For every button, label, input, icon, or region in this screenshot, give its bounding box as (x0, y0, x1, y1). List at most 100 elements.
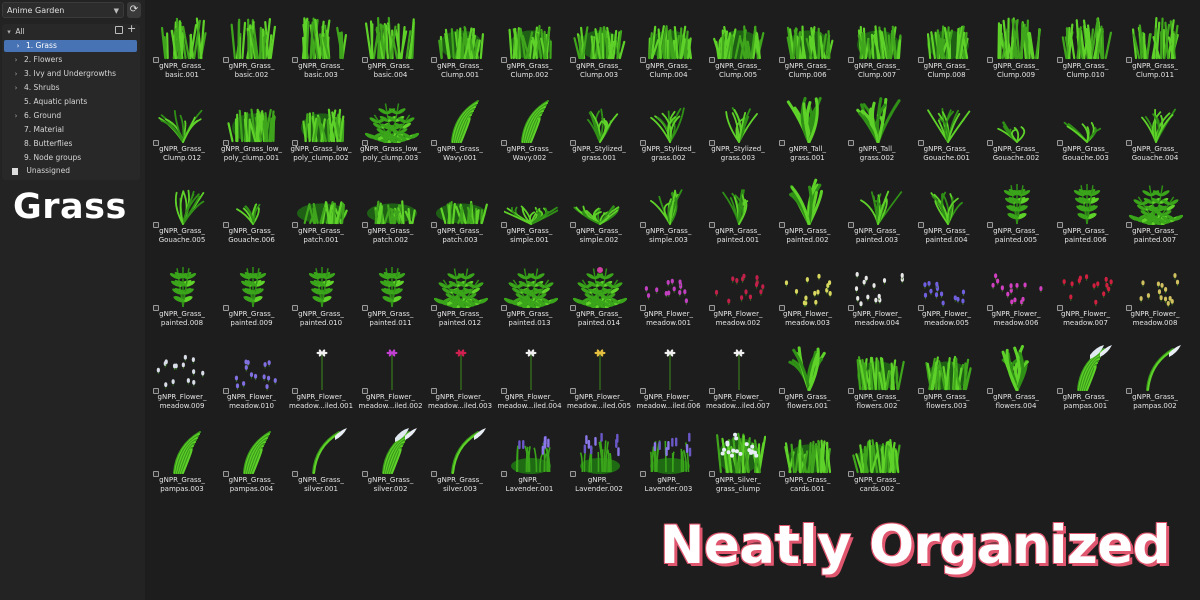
asset-thumbnail[interactable] (1060, 177, 1114, 225)
asset-tile[interactable]: gNPR_Grass_ flowers.002 (843, 337, 911, 419)
asset-tile[interactable]: gNPR_Grass_ Clump.012 (148, 89, 216, 171)
catalog-unassigned[interactable]: Unassigned (2, 165, 140, 177)
asset-tile[interactable]: gNPR_Grass_ painted.014 (565, 254, 633, 336)
asset-tile[interactable]: gNPR_ Lavender.003 (635, 420, 703, 502)
asset-thumbnail[interactable] (156, 95, 210, 143)
asset-tile[interactable]: gNPR_Grass_ painted.013 (496, 254, 564, 336)
asset-select-checkbox[interactable] (292, 387, 298, 394)
asset-select-checkbox[interactable] (778, 139, 785, 146)
asset-tile[interactable]: gNPR_Grass_low_ poly_clump.003 (357, 89, 425, 171)
asset-select-checkbox[interactable] (778, 387, 785, 394)
asset-thumbnail[interactable] (504, 426, 558, 474)
asset-select-checkbox[interactable] (361, 57, 368, 63)
asset-select-checkbox[interactable] (917, 57, 924, 63)
asset-thumbnail[interactable] (851, 95, 905, 143)
asset-tile[interactable]: gNPR_Tall_ grass.001 (774, 89, 842, 171)
asset-thumbnail[interactable] (712, 426, 766, 474)
asset-thumbnail[interactable] (156, 177, 210, 226)
chevron-right-icon[interactable]: › (14, 112, 18, 120)
asset-thumbnail[interactable] (921, 260, 975, 308)
asset-tile[interactable]: gNPR_Flower_ meadow...iled.006 (635, 337, 703, 419)
asset-select-checkbox[interactable] (1126, 139, 1132, 146)
asset-select-checkbox[interactable] (570, 305, 576, 312)
asset-thumbnail[interactable] (782, 260, 836, 308)
asset-thumbnail[interactable] (295, 343, 349, 391)
asset-select-checkbox[interactable] (639, 57, 646, 63)
asset-thumbnail[interactable] (226, 12, 280, 60)
asset-thumbnail[interactable] (1129, 177, 1183, 226)
asset-select-checkbox[interactable] (222, 222, 229, 229)
asset-select-checkbox[interactable] (431, 305, 437, 312)
asset-thumbnail[interactable] (156, 260, 210, 308)
asset-select-checkbox[interactable] (917, 305, 924, 312)
asset-tile[interactable]: gNPR_Grass_ Wavy.001 (426, 89, 494, 171)
asset-tile[interactable]: gNPR_Flower_ meadow...iled.003 (426, 337, 494, 419)
asset-library-select[interactable]: Anime Garden ▼ (2, 2, 124, 18)
asset-thumbnail[interactable] (226, 426, 280, 474)
asset-tile[interactable]: gNPR_Grass_ Clump.006 (774, 6, 842, 88)
asset-tile[interactable]: gNPR_Grass_ Clump.009 (982, 6, 1050, 88)
asset-thumbnail[interactable] (503, 177, 558, 226)
asset-tile[interactable]: gNPR_Silver_ grass_clump (704, 420, 772, 502)
chevron-right-icon[interactable]: › (14, 84, 18, 92)
asset-tile[interactable]: gNPR_Grass_ painted.009 (218, 254, 286, 336)
asset-select-checkbox[interactable] (1126, 222, 1132, 229)
asset-select-checkbox[interactable] (709, 222, 715, 229)
asset-select-checkbox[interactable] (431, 139, 437, 146)
asset-select-checkbox[interactable] (709, 470, 715, 477)
asset-thumbnail[interactable] (712, 343, 766, 391)
asset-select-checkbox[interactable] (222, 387, 229, 394)
asset-tile[interactable]: gNPR_Grass_ Clump.011 (1121, 6, 1189, 88)
asset-select-checkbox[interactable] (848, 387, 854, 394)
asset-tile[interactable]: gNPR_Grass_low_ poly_clump.002 (287, 89, 355, 171)
catalog-item[interactable]: 9. Node groups (2, 152, 140, 164)
asset-tile[interactable]: gNPR_Grass_ Clump.001 (426, 6, 494, 88)
asset-thumbnail[interactable] (990, 177, 1044, 225)
asset-select-checkbox[interactable] (361, 305, 368, 312)
asset-thumbnail[interactable] (226, 260, 280, 308)
asset-tile[interactable]: gNPR_Grass_ Gouache.002 (982, 89, 1050, 171)
asset-select-checkbox[interactable] (570, 139, 576, 146)
asset-select-checkbox[interactable] (222, 57, 229, 63)
asset-tile[interactable]: gNPR_Stylized_ grass.003 (704, 89, 772, 171)
asset-thumbnail[interactable] (990, 95, 1044, 143)
asset-tile[interactable]: gNPR_Grass_ Gouache.006 (218, 171, 286, 253)
asset-thumbnail[interactable] (295, 95, 349, 143)
asset-tile[interactable]: gNPR_Stylized_ grass.002 (635, 89, 703, 171)
asset-select-checkbox[interactable] (987, 139, 993, 146)
asset-tile[interactable]: gNPR_Grass_ Clump.003 (565, 6, 633, 88)
asset-select-checkbox[interactable] (431, 387, 437, 394)
asset-select-checkbox[interactable] (987, 387, 993, 394)
asset-tile[interactable]: gNPR_Grass_ basic.002 (218, 6, 286, 88)
asset-thumbnail[interactable] (573, 260, 627, 309)
asset-select-checkbox[interactable] (639, 305, 646, 312)
asset-thumbnail[interactable] (504, 343, 558, 391)
asset-tile[interactable]: gNPR_Grass_ flowers.001 (774, 337, 842, 419)
asset-select-checkbox[interactable] (987, 305, 993, 312)
asset-select-checkbox[interactable] (917, 139, 924, 146)
asset-tile[interactable]: gNPR_Flower_ meadow.004 (843, 254, 911, 336)
asset-thumbnail[interactable] (156, 343, 210, 391)
asset-select-checkbox[interactable] (153, 470, 159, 477)
asset-tile[interactable]: gNPR_Grass_ basic.004 (357, 6, 425, 88)
asset-select-checkbox[interactable] (361, 139, 368, 146)
asset-thumbnail[interactable] (365, 260, 419, 308)
asset-select-checkbox[interactable] (917, 222, 924, 229)
asset-tile[interactable]: gNPR_Grass_ painted.004 (913, 171, 981, 253)
asset-select-checkbox[interactable] (639, 470, 646, 477)
asset-select-checkbox[interactable] (987, 222, 993, 229)
asset-select-checkbox[interactable] (153, 139, 159, 146)
asset-select-checkbox[interactable] (500, 470, 507, 477)
asset-select-checkbox[interactable] (431, 57, 437, 63)
asset-tile[interactable]: gNPR_Grass_ pampas.004 (218, 420, 286, 502)
asset-select-checkbox[interactable] (848, 139, 854, 146)
asset-thumbnail[interactable] (643, 12, 697, 60)
asset-thumbnail[interactable] (156, 12, 210, 60)
asset-select-checkbox[interactable] (639, 222, 646, 229)
asset-thumbnail[interactable] (503, 260, 558, 309)
asset-thumbnail[interactable] (1060, 260, 1114, 308)
asset-select-checkbox[interactable] (222, 139, 229, 146)
asset-thumbnail[interactable] (921, 177, 975, 226)
asset-select-checkbox[interactable] (361, 387, 368, 394)
catalog-item[interactable]: › 2. Flowers (2, 54, 140, 66)
